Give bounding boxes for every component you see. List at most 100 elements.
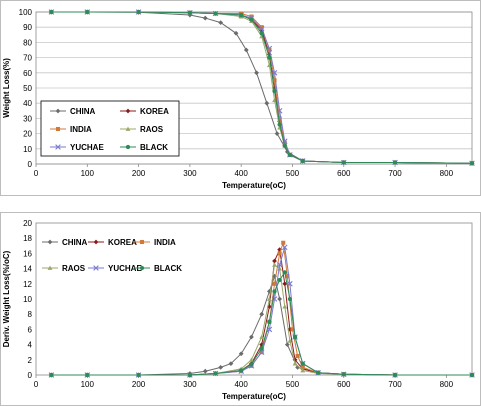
wl-y-tick-label: 20	[23, 130, 32, 139]
dwl-data-point	[295, 365, 300, 370]
wl-legend: CHINA KOREA INDIA RAOS YUCHAE BLACK	[40, 100, 180, 157]
dwl-data-point	[239, 368, 244, 373]
wl-x-tick-label: 0	[34, 169, 39, 178]
dwl-data-point	[284, 342, 290, 347]
dwl-legend-label: INDIA	[154, 238, 176, 247]
wl-data-point	[277, 116, 282, 121]
dwl-data-point	[218, 365, 224, 370]
wl-data-point	[274, 131, 280, 136]
dwl-data-point	[341, 372, 346, 377]
wl-legend-label: BLACK	[140, 143, 168, 152]
dwl-data-point	[277, 296, 283, 302]
wl-x-tick-label: 700	[388, 169, 402, 178]
wl-y-tick-label: 10	[23, 145, 32, 154]
wl-x-tick-label: 600	[337, 169, 351, 178]
dwl-data-point	[315, 370, 321, 375]
wl-data-point	[272, 78, 277, 83]
wl-y-tick-label: 0	[28, 160, 33, 169]
wl-x-tick-label: 500	[286, 169, 300, 178]
dwl-legend: CHINA KOREA INDIA RAOS YUCHAE BLACK	[42, 238, 182, 273]
dwl-data-point	[287, 296, 293, 302]
dwl-y-tick-label: 2	[28, 356, 33, 365]
wl-data-point	[277, 122, 282, 127]
wl-data-point	[202, 15, 208, 21]
dwl-data-point	[249, 362, 254, 367]
wl-y-tick-label: 60	[23, 69, 32, 78]
wl-y-tick-label: 50	[23, 84, 32, 93]
dwl-data-point	[300, 365, 305, 370]
dwl-data-point	[259, 346, 264, 351]
dwl-data-point	[285, 274, 290, 279]
wl-y-tick-label: 90	[23, 23, 32, 32]
wl-legend-label: CHINA	[70, 107, 96, 116]
wl-data-point	[300, 158, 305, 164]
dwl-x-tick-label: 400	[234, 380, 248, 389]
wl-data-point	[469, 161, 475, 166]
dwl-x-axis-label: Temperature(oC)	[222, 392, 286, 401]
dwl-data-point	[281, 244, 288, 251]
wl-data-point	[249, 17, 254, 22]
wl-data-point	[272, 88, 277, 94]
dwl-x-tick-label: 600	[337, 380, 351, 389]
dwl-legend-marker	[139, 265, 145, 271]
wl-chart-frame	[0, 0, 481, 196]
dwl-legend-label: KOREA	[108, 238, 137, 247]
dwl-data-point	[281, 240, 286, 245]
weight-loss-chart: 0 10 20 30 40 50 60 70 80 90 100 0 100 200 300 400 500 60…	[0, 0, 481, 196]
wl-data-point	[254, 70, 259, 76]
wl-legend-marker	[125, 108, 131, 114]
wl-data-point	[136, 9, 141, 15]
dwl-data-point	[272, 273, 277, 279]
dwl-legend-marker	[93, 239, 99, 245]
dwl-data-point	[282, 304, 288, 309]
dwl-y-tick-label: 4	[28, 341, 33, 350]
wl-y-axis-label: Weight Loss(%)	[2, 58, 11, 118]
dwl-data-point	[85, 372, 90, 378]
wl-legend-entry-yuchae: YUCHAE	[50, 143, 104, 152]
wl-data-point	[282, 143, 287, 148]
wl-legend-entry-black: BLACK	[120, 143, 168, 152]
wl-data-point	[213, 11, 218, 16]
wl-data-point	[49, 9, 54, 15]
dwl-x-tick-label: 100	[81, 380, 95, 389]
dwl-data-point	[49, 372, 54, 378]
wl-legend-label: KOREA	[140, 107, 169, 116]
dwl-data-point	[300, 368, 306, 373]
wl-data-point	[249, 14, 254, 19]
dwl-y-tick-label: 18	[23, 234, 32, 243]
dwl-data-point	[267, 319, 272, 324]
dwl-data-point	[287, 338, 293, 343]
wl-y-tick-label: 30	[23, 114, 32, 123]
dwl-data-point	[292, 334, 298, 340]
dwl-data-point	[277, 277, 282, 283]
dwl-data-point	[202, 368, 208, 374]
dwl-x-tick-label: 200	[132, 380, 146, 389]
dwl-legend-entry-raos: RAOS	[42, 264, 86, 273]
dwl-legend-label: YUCHAE	[108, 264, 142, 273]
dwl-legend-marker	[93, 265, 99, 271]
wl-x-tick-label: 200	[132, 169, 146, 178]
wl-data-point	[282, 140, 287, 145]
dwl-legend-marker	[139, 239, 145, 245]
wl-data-point	[266, 45, 273, 52]
wl-data-point	[392, 160, 398, 165]
wl-data-point	[187, 10, 193, 15]
wl-data-point	[341, 160, 346, 165]
dwl-legend-entry-yuchae: YUCHAE	[88, 264, 142, 273]
wl-data-point	[218, 20, 224, 26]
dwl-data-point	[282, 281, 288, 287]
dwl-y-tick-label: 0	[28, 371, 33, 380]
dwl-data-point	[272, 281, 277, 286]
dwl-chart-frame	[0, 212, 481, 406]
weight-loss-chart-svg: 0 10 20 30 40 50 60 70 80 90 100 0 100 200 300 400 500 60…	[0, 0, 481, 196]
wl-legend-entry-korea: KOREA	[120, 107, 169, 116]
wl-x-tick-label: 100	[81, 169, 95, 178]
wl-data-point	[243, 47, 249, 53]
wl-legend-marker	[55, 126, 61, 132]
dwl-y-tick-label: 14	[23, 265, 32, 274]
dwl-legend-entry-china: CHINA	[42, 238, 88, 247]
dwl-data-point	[272, 262, 277, 267]
dwl-data-point	[287, 327, 293, 332]
wl-y-tick-label: 80	[23, 38, 32, 47]
